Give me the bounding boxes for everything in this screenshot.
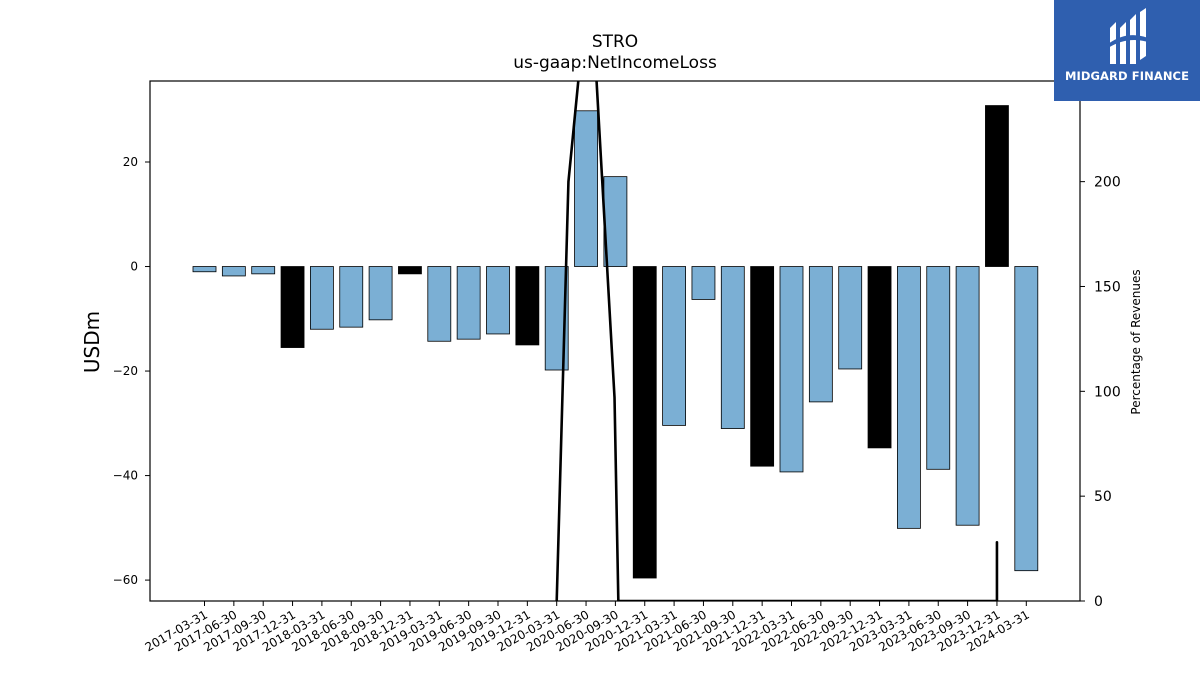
bar-2018-09-30 bbox=[368, 266, 393, 321]
y2-tick-label: 50 bbox=[1094, 489, 1112, 505]
bar-2024-03-31 bbox=[1014, 266, 1039, 572]
company-logo: MIDGARD FINANCE bbox=[1054, 0, 1200, 101]
revenue-pct-line bbox=[555, 81, 999, 601]
y2-tick-label: 150 bbox=[1094, 279, 1121, 295]
bar-2022-06-30 bbox=[808, 266, 833, 403]
left-y-axis: −60 −40 −20 0 20 bbox=[113, 155, 150, 587]
bar-2022-09-30 bbox=[838, 266, 863, 370]
logo-mark-icon bbox=[1108, 8, 1148, 64]
bar-2020-06-30 bbox=[574, 110, 598, 267]
bar-2023-03-31 bbox=[897, 266, 921, 529]
bar-2020-03-31 bbox=[544, 266, 569, 371]
y2-axis-label: Percentage of Revenues bbox=[1129, 269, 1143, 414]
bar-2021-06-30 bbox=[691, 266, 716, 300]
revenue-pct-line-group bbox=[555, 81, 999, 601]
bar-2020-12-31 bbox=[632, 266, 657, 579]
chart-title: STRO bbox=[591, 32, 639, 52]
y2-tick-label: 0 bbox=[1094, 594, 1103, 610]
bar-2017-03-31 bbox=[192, 266, 217, 273]
logo-text: MIDGARD FINANCE bbox=[1064, 69, 1190, 83]
y-tick-label: 20 bbox=[123, 155, 138, 169]
bar-2018-12-31 bbox=[398, 266, 422, 275]
y2-tick-label: 200 bbox=[1094, 175, 1121, 191]
y-axis-label: USDm bbox=[80, 311, 104, 373]
bar-2018-06-30 bbox=[339, 266, 364, 328]
right-y-axis: 0 50 100 150 200 bbox=[1080, 175, 1121, 610]
bar-2023-12-31 bbox=[985, 105, 1009, 267]
bar-2021-12-31 bbox=[750, 266, 775, 467]
bar-2017-09-30 bbox=[251, 266, 276, 275]
bar-2019-06-30 bbox=[456, 266, 481, 340]
bar-group bbox=[192, 105, 1039, 579]
chart-subtitle: us-gaap:NetIncomeLoss bbox=[513, 53, 717, 73]
bar-2018-03-31 bbox=[309, 266, 334, 330]
bar-2022-03-31 bbox=[779, 266, 804, 473]
bar-2022-12-31 bbox=[867, 266, 892, 449]
y-tick-label: 0 bbox=[130, 260, 138, 274]
bar-2019-03-31 bbox=[427, 266, 452, 342]
bar-2023-06-30 bbox=[926, 266, 951, 470]
bar-2017-06-30 bbox=[221, 266, 246, 277]
x-axis: 2017-03-312017-06-302017-09-302017-12-31… bbox=[143, 601, 1032, 654]
y-tick-label: −20 bbox=[113, 364, 138, 378]
bar-2019-09-30 bbox=[486, 266, 510, 335]
bar-2019-12-31 bbox=[515, 266, 540, 346]
bar-2023-09-30 bbox=[955, 266, 980, 526]
y-tick-label: −40 bbox=[113, 469, 138, 483]
y2-tick-label: 100 bbox=[1094, 384, 1121, 400]
y-tick-label: −60 bbox=[113, 573, 138, 587]
bar-2017-12-31 bbox=[280, 266, 305, 348]
bar-2021-09-30 bbox=[720, 266, 745, 429]
bar-2021-03-31 bbox=[662, 266, 686, 426]
